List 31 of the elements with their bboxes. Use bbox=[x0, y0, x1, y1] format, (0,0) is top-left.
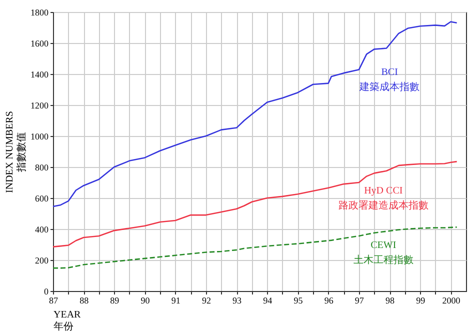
x-tick-label: 93 bbox=[232, 296, 242, 306]
x-tick-label: 88 bbox=[80, 296, 90, 306]
x-tick-label: 95 bbox=[294, 296, 304, 306]
line-series bbox=[52, 226, 458, 269]
x-tick-label: 89 bbox=[110, 296, 120, 306]
y-tick-label: 1200 bbox=[30, 100, 49, 110]
annotation: BCI 建築成本指數 bbox=[358, 66, 420, 93]
y-tick-label: 800 bbox=[35, 162, 49, 172]
x-tick-label: 96 bbox=[324, 296, 334, 306]
y-axis-title: INDEX NUMBERS 指數數值 bbox=[4, 111, 28, 193]
y-tick-label: 1000 bbox=[30, 132, 49, 142]
x-tick-label: 87 bbox=[49, 296, 58, 306]
y-tick-label: 1600 bbox=[30, 38, 49, 48]
annotation: HyD CCI 路政署建造成本指數 bbox=[338, 186, 428, 212]
x-tick-label: 94 bbox=[263, 296, 273, 306]
x-axis-title: YEAR 年份 bbox=[54, 310, 82, 332]
y-tick-label: 400 bbox=[35, 224, 49, 234]
y-tick-label: 600 bbox=[35, 194, 49, 204]
x-tick-label: 98 bbox=[386, 296, 396, 306]
line-series bbox=[52, 160, 458, 248]
y-tick-label: 1400 bbox=[30, 70, 49, 80]
x-tick-label: 97 bbox=[354, 296, 364, 306]
y-tick-label: 1800 bbox=[30, 8, 49, 18]
annotation: CEWI 土木工程指數 bbox=[353, 240, 414, 266]
y-tick-label: 0 bbox=[44, 286, 49, 296]
x-tick-label: 91 bbox=[171, 296, 180, 306]
x-tick-label: 90 bbox=[140, 296, 150, 306]
x-tick-label: 99 bbox=[416, 296, 426, 306]
y-tick-label: 200 bbox=[35, 256, 49, 266]
x-tick-label: 2000 bbox=[442, 296, 461, 306]
x-tick-label: 92 bbox=[202, 296, 211, 306]
